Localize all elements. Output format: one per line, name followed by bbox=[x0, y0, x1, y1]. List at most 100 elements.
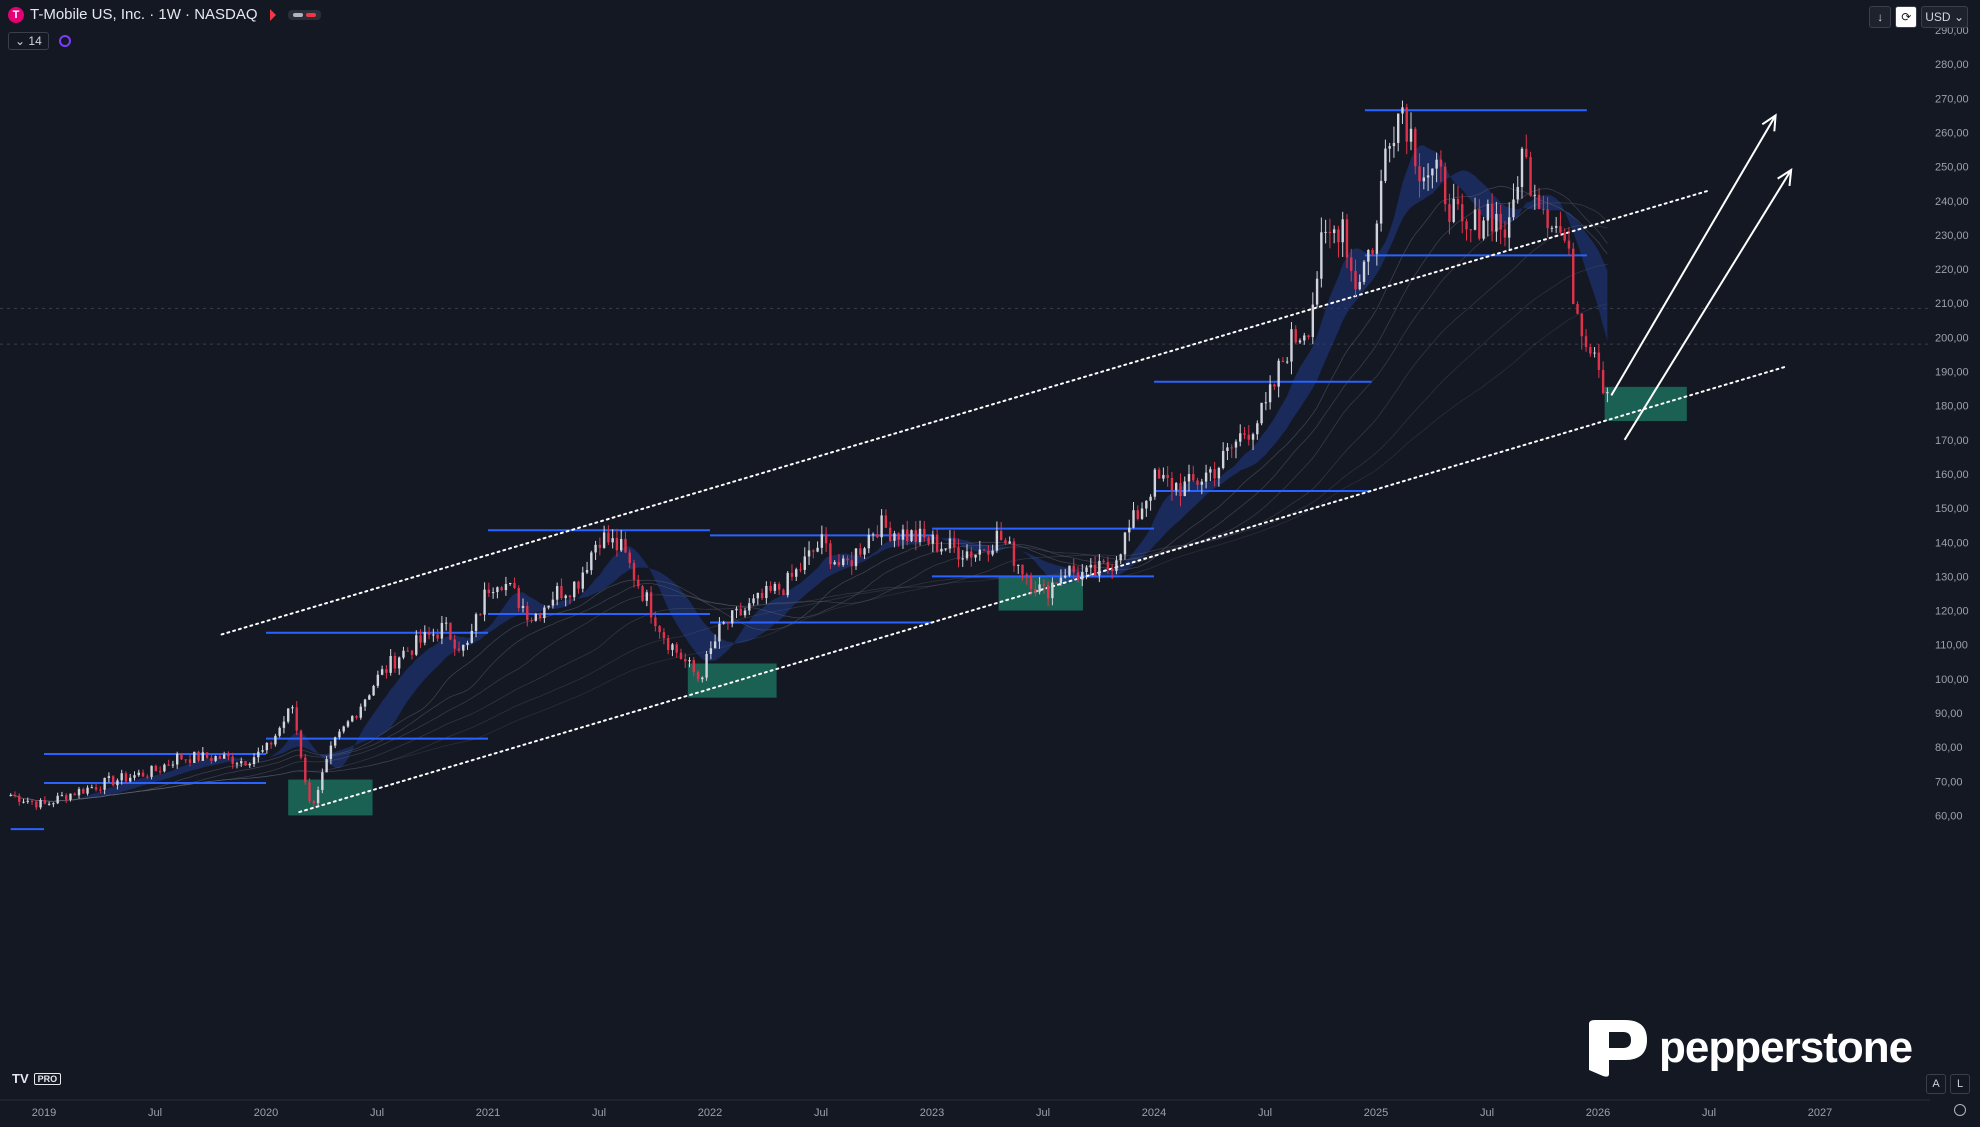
candle-body bbox=[1110, 568, 1114, 571]
candle bbox=[1537, 187, 1541, 210]
visibility-toggle-icon[interactable] bbox=[287, 9, 321, 20]
candle bbox=[410, 649, 414, 660]
candle-body bbox=[1550, 227, 1554, 229]
candle bbox=[824, 527, 828, 553]
candle-body bbox=[39, 800, 42, 808]
download-icon[interactable]: ↓ bbox=[1869, 6, 1892, 28]
candle-body bbox=[594, 544, 597, 553]
candle-body bbox=[1251, 434, 1255, 440]
candle-body bbox=[598, 544, 602, 548]
candle bbox=[581, 566, 584, 593]
candle bbox=[1273, 383, 1276, 391]
candle bbox=[1439, 150, 1443, 182]
candle-body bbox=[526, 605, 529, 621]
candle-body bbox=[180, 753, 183, 760]
candle-body bbox=[1499, 213, 1502, 230]
candle-body bbox=[1409, 128, 1413, 142]
candle bbox=[1550, 225, 1554, 233]
candle bbox=[1345, 214, 1349, 269]
candle bbox=[210, 754, 213, 765]
candle-body bbox=[47, 803, 51, 805]
candle-body bbox=[543, 607, 546, 619]
candle bbox=[859, 543, 862, 557]
candle bbox=[654, 611, 657, 632]
candle-body bbox=[568, 595, 572, 598]
price-tick-label: 230,00 bbox=[1935, 230, 1969, 242]
tradingview-logo[interactable]: TV PRO bbox=[12, 1071, 62, 1086]
candle-body bbox=[1332, 229, 1336, 234]
indicators-toggle[interactable]: ⌄ 14 bbox=[8, 32, 49, 50]
candle-body bbox=[231, 756, 234, 764]
price-tick-label: 250,00 bbox=[1935, 162, 1969, 174]
candle-body bbox=[43, 800, 47, 804]
candle bbox=[470, 623, 473, 644]
candle-body bbox=[321, 772, 324, 791]
candle bbox=[1324, 219, 1327, 244]
candle bbox=[880, 509, 883, 546]
candle-body bbox=[624, 538, 627, 553]
symbol-header[interactable]: T T-Mobile US, Inc. · 1W · NASDAQ bbox=[8, 6, 321, 23]
candle-body bbox=[1038, 584, 1041, 593]
candle-body bbox=[1461, 204, 1464, 222]
candle-body bbox=[295, 707, 298, 731]
top-right-tools[interactable]: ↓ ⟳ USD ⌄ bbox=[1869, 6, 1968, 28]
candle-body bbox=[193, 751, 196, 763]
candle bbox=[568, 594, 572, 605]
indicator-bar[interactable]: ⌄ 14 bbox=[8, 32, 71, 50]
candle bbox=[1234, 439, 1238, 459]
candle-body bbox=[22, 801, 25, 803]
candle-body bbox=[1277, 360, 1280, 387]
candle-body bbox=[1012, 541, 1016, 566]
candle bbox=[1059, 569, 1063, 586]
moving-average-line bbox=[10, 263, 1608, 802]
candle bbox=[201, 746, 205, 761]
candle-body bbox=[269, 742, 273, 745]
candle-body bbox=[1145, 500, 1148, 509]
candle bbox=[1008, 536, 1011, 544]
candle-body bbox=[1371, 249, 1374, 254]
candle bbox=[1546, 197, 1549, 238]
candle bbox=[1046, 581, 1050, 607]
chart-settings-icon[interactable] bbox=[1954, 1104, 1966, 1116]
time-axis[interactable]: 2019 Jul 2020 Jul 2021 Jul 2022 Jul 2023 Jul 2024 J… bbox=[0, 1099, 1930, 1127]
candle bbox=[995, 521, 999, 553]
symbol-title[interactable]: T-Mobile US, Inc. · 1W · NASDAQ bbox=[30, 6, 258, 23]
price-axis[interactable]: 60,00 70,00 80,00 90,00 100,00 110,00 120,00 13… bbox=[1930, 0, 1980, 1127]
candle bbox=[526, 601, 529, 627]
currency-selector[interactable]: USD ⌄ bbox=[1921, 6, 1968, 28]
candle bbox=[380, 665, 384, 676]
candle bbox=[406, 647, 409, 652]
candle bbox=[188, 754, 192, 767]
candle-body bbox=[466, 642, 469, 645]
candle bbox=[1529, 151, 1532, 197]
candle bbox=[1512, 183, 1515, 221]
candle bbox=[675, 642, 678, 658]
candle bbox=[1204, 464, 1208, 489]
candle bbox=[1093, 556, 1097, 577]
refresh-icon[interactable]: ⟳ bbox=[1895, 6, 1918, 28]
candle bbox=[705, 650, 708, 681]
candle bbox=[1281, 357, 1285, 363]
log-scale-button[interactable]: L bbox=[1950, 1074, 1970, 1094]
flag-icon[interactable] bbox=[269, 8, 276, 21]
candle-body bbox=[632, 562, 636, 580]
candle bbox=[645, 589, 649, 607]
candle-body bbox=[1204, 472, 1208, 482]
candle-body bbox=[150, 765, 153, 777]
candle-body bbox=[1486, 203, 1490, 221]
candle bbox=[1337, 225, 1340, 258]
candle-body bbox=[1021, 564, 1024, 575]
auto-scale-button[interactable]: A bbox=[1926, 1074, 1946, 1094]
time-tick-label: 2022 bbox=[698, 1107, 722, 1119]
candle-body bbox=[1093, 564, 1097, 576]
scale-buttons[interactable]: A L bbox=[1926, 1074, 1970, 1094]
candle bbox=[129, 773, 132, 783]
indicator-settings-icon[interactable] bbox=[58, 35, 71, 47]
time-tick-label: 2020 bbox=[254, 1107, 278, 1119]
candle-body bbox=[116, 780, 119, 786]
candle-body bbox=[457, 648, 461, 651]
candle-body bbox=[880, 515, 883, 538]
candle bbox=[748, 598, 751, 615]
candle-body bbox=[184, 759, 187, 761]
